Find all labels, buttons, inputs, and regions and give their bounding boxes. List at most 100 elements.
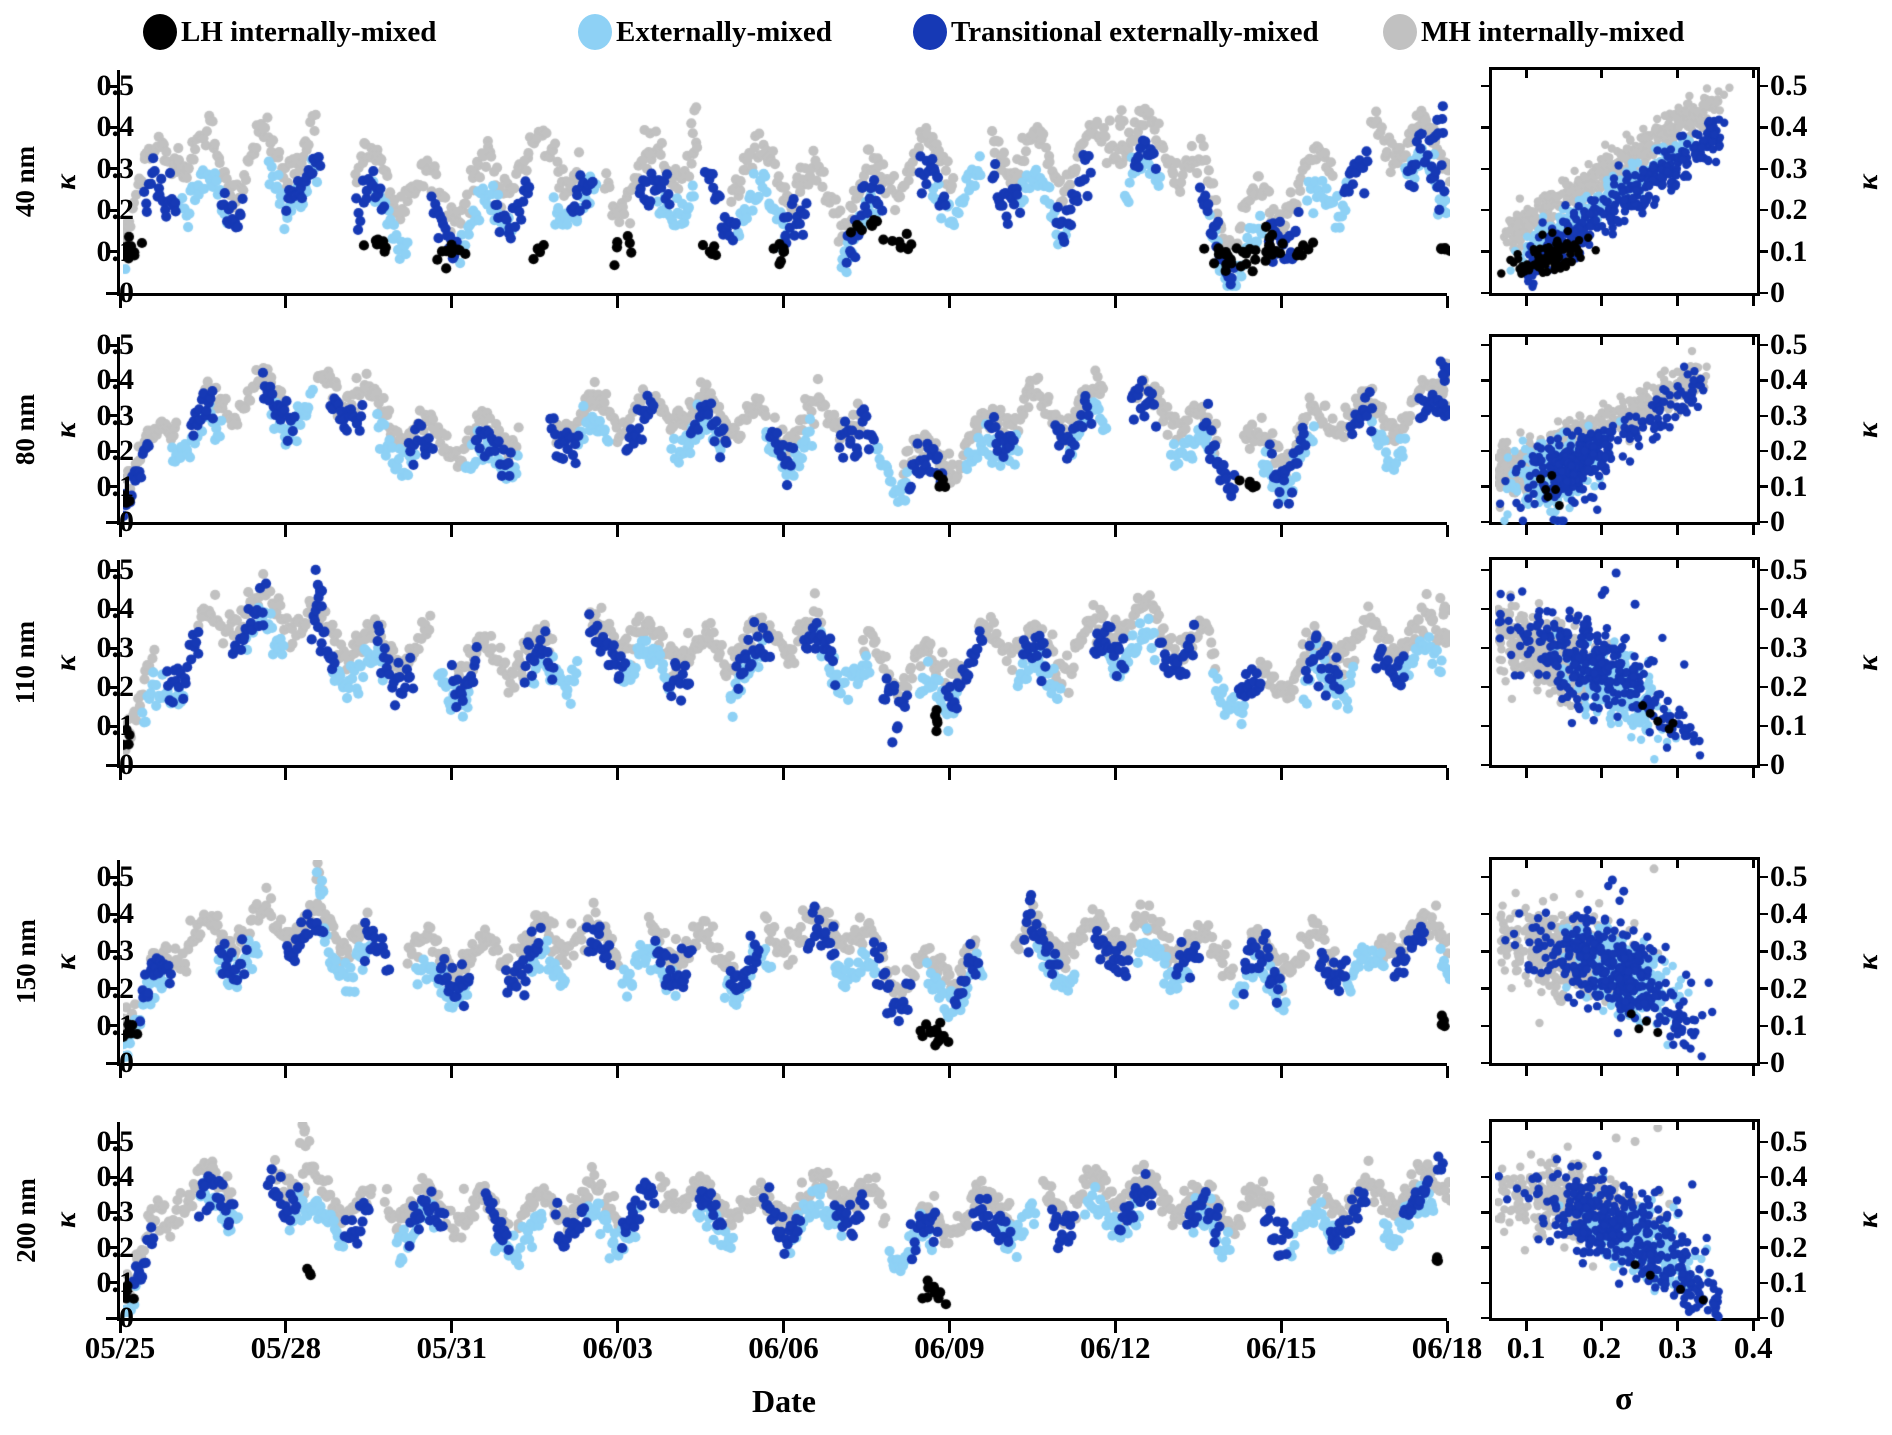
sigma-tick — [1751, 525, 1755, 535]
sigma-tick-top — [1676, 860, 1679, 868]
right-kappa-tick-label: 0.2 — [1770, 434, 1808, 468]
kappa-tick-label: 0 — [119, 505, 134, 538]
right-kappa-tick-label: 0.3 — [1770, 1195, 1808, 1229]
date-tick — [1445, 296, 1449, 308]
legend-item-mh: MH internally-mixed — [1383, 10, 1684, 54]
right-kappa-axis-label: κ — [1851, 953, 1884, 970]
sigma-tick-top — [1676, 337, 1679, 345]
right-kappa-tick — [1760, 250, 1768, 253]
right-kappa-tick — [1760, 379, 1768, 382]
right-kappa-tick — [1760, 414, 1768, 418]
date-tick — [782, 525, 785, 537]
kappa-tick — [106, 1210, 120, 1214]
sigma-kappa-canvas-200nm — [1495, 1125, 1760, 1321]
date-tick — [284, 1321, 288, 1333]
date-tick — [450, 296, 454, 308]
right-kappa-tick — [1481, 987, 1489, 990]
sigma-tick-top — [1524, 1122, 1528, 1130]
date-tick — [1279, 525, 1283, 537]
sigma-tick-top — [1676, 70, 1679, 78]
date-tick-label: 06/12 — [1079, 1330, 1151, 1365]
sigma-tick — [1676, 768, 1679, 778]
kappa-axis-label: κ — [49, 953, 82, 970]
date-tick — [947, 296, 951, 308]
sigma-tick — [1751, 1321, 1755, 1331]
sigma-kappa-panel-200nm — [1489, 1119, 1760, 1321]
timeseries-panel-150nm — [117, 860, 1450, 1066]
sigma-tick — [1600, 525, 1604, 535]
sigma-tick-top — [1751, 860, 1755, 868]
kappa-tick-label: 0.1 — [96, 1265, 135, 1299]
kappa-tick — [106, 875, 120, 879]
kappa-tick-label: 0.3 — [96, 398, 135, 432]
kappa-tick — [106, 449, 120, 453]
right-kappa-tick — [1760, 291, 1768, 295]
right-kappa-tick — [1760, 1140, 1768, 1144]
date-tick — [284, 296, 288, 308]
sigma-tick — [1600, 1066, 1604, 1076]
right-kappa-tick — [1760, 1175, 1768, 1179]
kappa-tick — [106, 987, 120, 991]
date-tick-label: 06/06 — [748, 1330, 819, 1365]
kappa-tick — [106, 414, 120, 418]
right-kappa-tick — [1760, 724, 1768, 728]
kappa-tick — [106, 912, 120, 916]
sigma-tick-top — [1524, 70, 1528, 78]
right-kappa-tick — [1760, 1061, 1768, 1065]
kappa-tick — [106, 646, 120, 650]
kappa-tick-label: 0.3 — [96, 151, 135, 185]
kappa-tick — [106, 208, 120, 212]
sigma-tick — [1676, 296, 1679, 306]
date-tick-label: 06/09 — [914, 1330, 985, 1365]
kappa-tick — [106, 485, 120, 489]
kappa-tick-label: 0.4 — [96, 363, 135, 397]
timeseries-canvas-200nm — [123, 1122, 1450, 1318]
mh-marker-icon — [1383, 14, 1417, 50]
sigma-tick — [1524, 1066, 1528, 1076]
date-tick — [450, 1066, 454, 1078]
legend-label: Transitional externally-mixed — [951, 15, 1319, 48]
date-tick — [947, 1321, 951, 1333]
sigma-tick — [1676, 1066, 1679, 1076]
sigma-tick-top — [1676, 560, 1679, 568]
right-kappa-tick-label: 0.5 — [1770, 1125, 1808, 1158]
right-kappa-tick-label: 0 — [1770, 276, 1785, 309]
date-tick — [782, 1321, 785, 1333]
date-tick-label: 06/15 — [1245, 1330, 1317, 1365]
ext-marker-icon — [578, 14, 612, 50]
right-kappa-tick — [1481, 685, 1489, 689]
date-tick — [1445, 525, 1449, 537]
right-kappa-tick-label: 0 — [1770, 505, 1785, 538]
right-kappa-tick — [1481, 763, 1489, 767]
right-kappa-tick — [1760, 520, 1768, 524]
right-kappa-tick — [1760, 763, 1768, 767]
right-kappa-tick-label: 0.5 — [1770, 860, 1808, 893]
kappa-tick-label: 0.5 — [96, 860, 135, 893]
panel-size-label: 200 nm — [10, 1177, 41, 1263]
timeseries-panel-200nm — [117, 1122, 1450, 1321]
kappa-tick-label: 0.2 — [96, 434, 135, 468]
legend-label: LH internally-mixed — [181, 15, 437, 48]
kappa-tick — [106, 1281, 120, 1285]
timeseries-canvas-40nm — [123, 70, 1450, 293]
right-kappa-tick-label: 0.1 — [1770, 469, 1808, 503]
date-tick — [616, 768, 620, 780]
panel-size-label: 40 nm — [10, 145, 41, 218]
kappa-tick — [106, 1316, 120, 1320]
date-tick-label: 06/18 — [1411, 1330, 1483, 1365]
date-tick — [1113, 1066, 1117, 1078]
right-kappa-axis-label: κ — [1851, 1212, 1884, 1228]
date-tick — [616, 1321, 620, 1333]
right-kappa-tick — [1481, 607, 1489, 611]
right-kappa-tick — [1481, 1316, 1489, 1320]
right-kappa-tick — [1481, 1024, 1489, 1028]
right-kappa-tick-label: 0.4 — [1770, 897, 1808, 931]
sigma-tick — [1676, 525, 1679, 535]
right-kappa-tick — [1760, 1246, 1768, 1249]
right-kappa-tick-label: 0.1 — [1770, 1265, 1808, 1299]
right-kappa-tick-label: 0.2 — [1770, 1230, 1808, 1264]
sigma-tick — [1751, 1066, 1755, 1076]
date-tick — [118, 768, 122, 780]
kappa-tick-label: 0 — [119, 1046, 134, 1079]
right-kappa-tick — [1481, 1175, 1489, 1179]
